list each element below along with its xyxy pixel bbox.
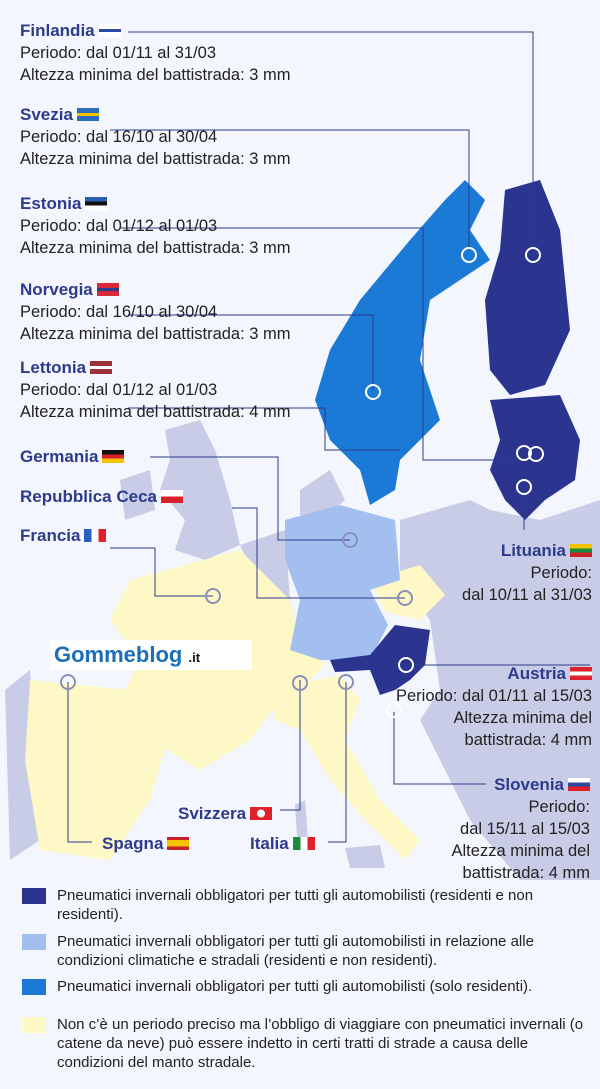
austria-flag-icon — [570, 667, 592, 680]
legend-item: Pneumatici invernali obbligatori per tut… — [22, 977, 587, 996]
latvia-info: Lettonia Periodo: dal 01/12 al 01/03 Alt… — [20, 357, 291, 423]
italy-flag-icon — [292, 837, 315, 850]
sweden-norway-region — [315, 180, 490, 505]
legend-text: Pneumatici invernali obbligatori per tut… — [57, 978, 533, 995]
period: Periodo: dal 16/10 al 30/04 — [20, 303, 218, 321]
switzerland-label: Svizzera — [178, 803, 273, 825]
tread: battistrada: 4 mm — [464, 731, 592, 749]
country-name: Francia — [20, 526, 81, 545]
legend-text: Non c’è un periodo preciso ma l’obbligo … — [57, 1016, 584, 1071]
czech-label: Repubblica Ceca — [20, 486, 183, 508]
country-name: Estonia — [20, 194, 82, 213]
legend-item: Non c’è un periodo preciso ma l’obbligo … — [22, 1015, 587, 1072]
lithuania-flag-icon — [570, 544, 592, 557]
italy-region — [270, 675, 420, 860]
period-label: Periodo: — [528, 798, 590, 816]
finland-flag-icon — [98, 24, 121, 37]
germany-label: Germania — [20, 446, 125, 468]
country-name: Svezia — [20, 105, 73, 124]
germany-region — [285, 505, 400, 660]
tread: battistrada: 4 mm — [462, 864, 590, 882]
logo-text: Gommeblog — [54, 642, 183, 667]
country-name: Norvegia — [20, 280, 93, 299]
latvia-flag-icon — [90, 361, 113, 374]
period-label: Periodo: — [530, 564, 592, 582]
france-flag-icon — [84, 529, 107, 542]
gommeblog-logo: Gommeblog .it — [50, 640, 252, 670]
italy-label: Italia — [250, 833, 315, 855]
spain-label: Spagna — [102, 833, 190, 855]
france-label: Francia — [20, 525, 107, 547]
norway-info: Norvegia Periodo: dal 16/10 al 30/04 Alt… — [20, 279, 291, 345]
switzerland-flag-icon — [250, 807, 273, 820]
country-name: Svizzera — [178, 804, 247, 823]
tread: Altezza minima del — [451, 842, 590, 860]
country-name: Slovenia — [494, 775, 564, 794]
austria-slovenia-region — [330, 625, 430, 695]
estonia-info: Estonia Periodo: dal 01/12 al 01/03 Alte… — [20, 193, 291, 259]
tread: Altezza minima del battistrada: 4 mm — [20, 403, 291, 421]
spain-flag-icon — [167, 837, 190, 850]
country-name: Finlandia — [20, 21, 95, 40]
period: Periodo: dal 01/12 al 01/03 — [20, 217, 218, 235]
germany-flag-icon — [102, 450, 125, 463]
sweden-flag-icon — [76, 108, 99, 121]
benelux-region — [240, 530, 290, 600]
country-name: Lettonia — [20, 358, 87, 377]
lithuania-info: Lituania Periodo: dal 10/11 al 31/03 — [462, 540, 592, 606]
legend-item: Pneumatici invernali obbligatori per tut… — [22, 886, 587, 924]
tread: Altezza minima del battistrada: 3 mm — [20, 66, 291, 84]
finland-region — [485, 180, 570, 395]
country-name: Repubblica Ceca — [20, 487, 157, 506]
country-name: Italia — [250, 834, 289, 853]
period: Periodo: dal 01/11 al 15/03 — [395, 687, 592, 705]
logo-suffix: .it — [188, 650, 201, 665]
period: Periodo: dal 16/10 al 30/04 — [20, 128, 218, 146]
legend-text: Pneumatici invernali obbligatori per tut… — [57, 887, 534, 923]
country-name: Austria — [507, 664, 566, 683]
austria-info: Austria Periodo: dal 01/11 al 15/03 Alte… — [396, 663, 592, 751]
czech-flag-icon — [161, 490, 183, 503]
legend-swatch — [22, 934, 46, 950]
sweden-info: Svezia Periodo: dal 16/10 al 30/04 Altez… — [20, 104, 291, 170]
legend-item: Pneumatici invernali obbligatori per tut… — [22, 932, 587, 970]
slovenia-info: Slovenia Periodo: dal 15/11 al 15/03 Alt… — [452, 774, 590, 884]
country-name: Germania — [20, 447, 99, 466]
period: Periodo: dal 01/11 al 31/03 — [20, 44, 217, 62]
baltics-region — [490, 395, 580, 520]
legend-swatch — [22, 979, 46, 995]
norway-flag-icon — [96, 283, 119, 296]
islands-region — [295, 800, 385, 868]
finland-info: Finlandia Periodo: dal 01/11 al 31/03 Al… — [20, 20, 291, 86]
legend-text: Pneumatici invernali obbligatori per tut… — [57, 933, 534, 969]
slovenia-flag-icon — [568, 778, 590, 791]
country-name: Spagna — [102, 834, 164, 853]
estonia-flag-icon — [85, 197, 108, 210]
legend-swatch — [22, 888, 46, 904]
period: dal 10/11 al 31/03 — [462, 586, 592, 604]
location-markers — [60, 247, 544, 718]
country-name: Lituania — [500, 541, 566, 560]
tread: Altezza minima del battistrada: 3 mm — [20, 239, 291, 257]
tread: Altezza minima del battistrada: 3 mm — [20, 150, 291, 168]
tread: Altezza minima del — [453, 709, 592, 727]
legend-swatch — [22, 1017, 46, 1033]
period: Periodo: dal 01/12 al 01/03 — [20, 381, 218, 399]
spain-region — [25, 680, 170, 860]
period: dal 15/11 al 15/03 — [460, 820, 590, 838]
east-europe-region — [400, 500, 600, 880]
connector-lines — [67, 31, 590, 843]
tread: Altezza minima del battistrada: 3 mm — [20, 325, 291, 343]
